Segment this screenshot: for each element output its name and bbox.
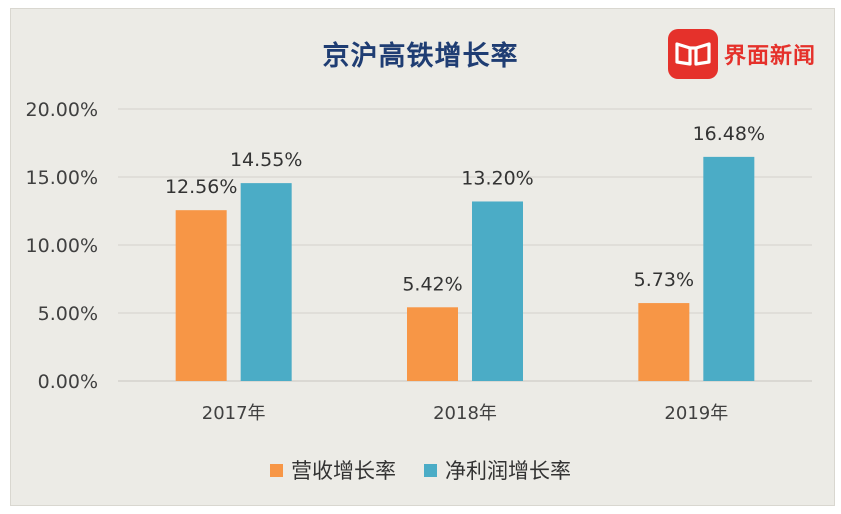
bar-revenue-2	[638, 303, 690, 381]
legend-item-revenue: 营收增长率	[270, 455, 396, 485]
legend-label-net-profit: 净利润增长率	[445, 459, 571, 483]
bar-revenue-1	[407, 307, 458, 381]
x-tick-label: 2018年	[433, 403, 497, 424]
legend-swatch-revenue	[270, 463, 283, 477]
chart-title: 京沪高铁增长率	[322, 41, 519, 72]
data-label: 16.48%	[693, 123, 765, 145]
bar-net-profit-1	[472, 201, 523, 381]
legend-label-revenue: 营收增长率	[291, 459, 396, 483]
data-label: 12.56%	[165, 176, 237, 198]
x-tick-label: 2017年	[202, 403, 266, 424]
legend-item-net-profit: 净利润增长率	[424, 455, 571, 485]
y-tick-label: 10.00%	[26, 235, 98, 257]
chart-frame	[10, 8, 835, 506]
y-tick-label: 5.00%	[38, 303, 98, 325]
brand-name: 界面新闻	[724, 44, 817, 69]
data-label: 13.20%	[461, 167, 533, 189]
y-tick-label: 20.00%	[26, 99, 98, 121]
data-label: 5.42%	[402, 273, 462, 295]
x-tick-label: 2019年	[664, 403, 728, 424]
legend-swatch-net-profit	[424, 463, 437, 477]
bar-net-profit-0	[240, 183, 292, 381]
bar-revenue-0	[175, 210, 227, 381]
chart-legend: 营收增长率 净利润增长率	[0, 455, 841, 485]
y-tick-label: 15.00%	[26, 167, 98, 189]
data-label: 14.55%	[230, 149, 302, 171]
bar-net-profit-2	[703, 156, 755, 381]
data-label: 5.73%	[634, 269, 694, 291]
jiemian-logo-icon	[668, 29, 718, 79]
y-tick-label: 0.00%	[38, 371, 98, 393]
brand-logo: 界面新闻	[668, 28, 816, 80]
